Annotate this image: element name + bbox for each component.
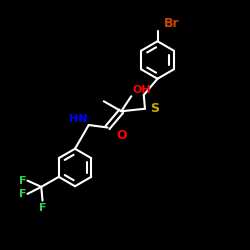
Text: OH: OH [132, 85, 151, 95]
Text: F: F [39, 202, 46, 212]
Text: HN: HN [69, 114, 87, 124]
Text: F: F [19, 189, 26, 199]
Text: Br: Br [164, 17, 180, 30]
Text: O: O [116, 129, 127, 142]
Text: F: F [19, 176, 26, 186]
Text: S: S [150, 102, 160, 115]
